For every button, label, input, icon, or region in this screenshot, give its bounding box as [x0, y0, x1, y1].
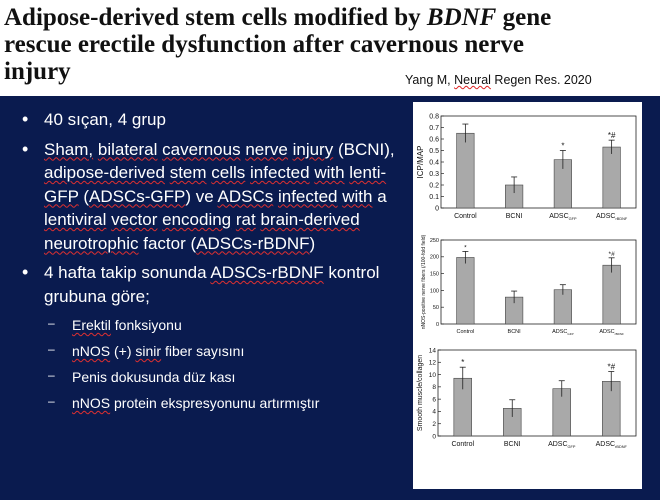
- chart-1-ytick-label: 0: [435, 205, 439, 212]
- title-line1: Adipose-derived stem cells modified by: [4, 4, 427, 31]
- chart-2-ytick-label: 50: [433, 305, 439, 311]
- chart-2-annotation-1: *: [464, 244, 467, 251]
- chart-3-ytick-label: 4: [432, 409, 436, 416]
- sub-bullet-3: Penis dokusunda düz kası: [22, 366, 402, 386]
- chart-1-ytick-label: 0.3: [429, 171, 439, 178]
- chart-2-category-4: ADSCrBDNF: [599, 329, 624, 336]
- chart-1-annotation-3: *: [561, 142, 564, 151]
- bullet-list: 40 sıçan, 4 grup Sham, bilateral caverno…: [22, 108, 402, 412]
- chart-2-category-1: Control: [457, 329, 475, 335]
- bullet-3: 4 hafta takip sonunda ADSCs-rBDNF kontro…: [22, 261, 402, 308]
- chart-1-ytick-label: 0.4: [429, 159, 439, 166]
- chart-3-ytick-label: 2: [432, 421, 436, 428]
- chart-1-ytick-label: 0.2: [429, 182, 439, 189]
- chart-1-ytick-label: 0.8: [429, 113, 439, 120]
- title-area: Adipose-derived stem cells modified by B…: [0, 0, 660, 96]
- chart-3-ytick-label: 8: [432, 384, 436, 391]
- chart-1-category-3: ADSCGFP: [549, 213, 577, 221]
- chart-2-ylabel: nNOS-positive nerve fibers (/100-fold fi…: [421, 234, 427, 329]
- chart-2-bar-4: [602, 264, 621, 325]
- slide-title: Adipose-derived stem cells modified by B…: [4, 4, 656, 85]
- bullet-2: Sham, bilateral cavernous nerve injury (…: [22, 138, 402, 256]
- chart-3-frame: [437, 349, 637, 437]
- figure-panel: 0 0.1 0.2 0.3 0.4 0.5 0.6 0.7 0.8 ICP/MAP Control B…: [413, 102, 642, 489]
- chart-2-category-2: BCNI: [508, 329, 522, 335]
- chart-2-category-3: ADSCGFP: [552, 329, 573, 336]
- sub-bullet-1: Erektil fonksiyonu: [22, 314, 402, 334]
- chart-2-bar-3: [553, 289, 572, 325]
- chart-3-ytick-label: 14: [429, 347, 437, 354]
- title-line2: rescue erectile dysfunction after cavern…: [4, 31, 525, 58]
- chart-3-annotation-1: *: [461, 358, 464, 367]
- chart-3-ytick-label: 10: [429, 372, 437, 379]
- bullet-1: 40 sıçan, 4 grup: [22, 108, 402, 132]
- citation-journal: Neural: [454, 73, 491, 87]
- citation: Yang M, Neural Regen Res. 2020: [405, 73, 592, 87]
- bar-charts: 0 0.1 0.2 0.3 0.4 0.5 0.6 0.7 0.8 ICP/MAP Control B…: [416, 113, 637, 449]
- chart-2-ytick-label: 150: [430, 272, 439, 278]
- chart-1-ytick-label: 0.6: [429, 136, 439, 143]
- chart-1-ylabel: ICP/MAP: [416, 146, 425, 179]
- chart-3-ytick-label: 6: [432, 396, 436, 403]
- chart-1-category-4: ADSCrBDNF: [596, 213, 628, 221]
- title-line3: injury: [4, 58, 71, 85]
- chart-2-bar-1: [456, 257, 475, 325]
- chart-1-ytick-label: 0.1: [429, 194, 439, 201]
- chart-3-ytick-label: 12: [429, 360, 437, 367]
- chart-1-annotation-4: *#: [608, 131, 616, 140]
- chart-2-ytick-label: 100: [430, 288, 439, 294]
- chart-3-annotation-4: *#: [607, 363, 615, 372]
- chart-3-ytick-label: 0: [432, 433, 436, 440]
- chart-3-category-1: Control: [451, 441, 474, 448]
- chart-3-ylabel: Smooth muscle/collagen: [417, 355, 424, 431]
- chart-1-bar-4: [602, 146, 621, 209]
- chart-2-ytick-label: 0: [436, 322, 439, 328]
- sub-bullet-2: nNOS (+) sinir fiber sayısını: [22, 340, 402, 360]
- chart-1-category-2: BCNI: [506, 213, 523, 220]
- title-gene-name: BDNF: [426, 4, 497, 31]
- chart-1-ytick-label: 0.5: [429, 148, 439, 155]
- sub-bullet-4: nNOS protein ekspresyonunu artırmıştır: [22, 392, 402, 412]
- chart-2-frame: [440, 239, 637, 325]
- chart-1-bar-1: [456, 132, 475, 209]
- title-line1-end: gene: [496, 4, 552, 31]
- chart-3-category-4: ADSCrBDNF: [596, 441, 628, 449]
- chart-1-ytick-label: 0.7: [429, 125, 439, 132]
- chart-3-category-3: ADSCGFP: [548, 441, 576, 449]
- chart-2-ytick-label: 250: [430, 238, 439, 244]
- chart-3-category-2: BCNI: [504, 441, 521, 448]
- chart-2-ytick-label: 200: [430, 255, 439, 261]
- chart-1-category-1: Control: [454, 213, 477, 220]
- chart-2-annotation-4: *#: [609, 251, 616, 258]
